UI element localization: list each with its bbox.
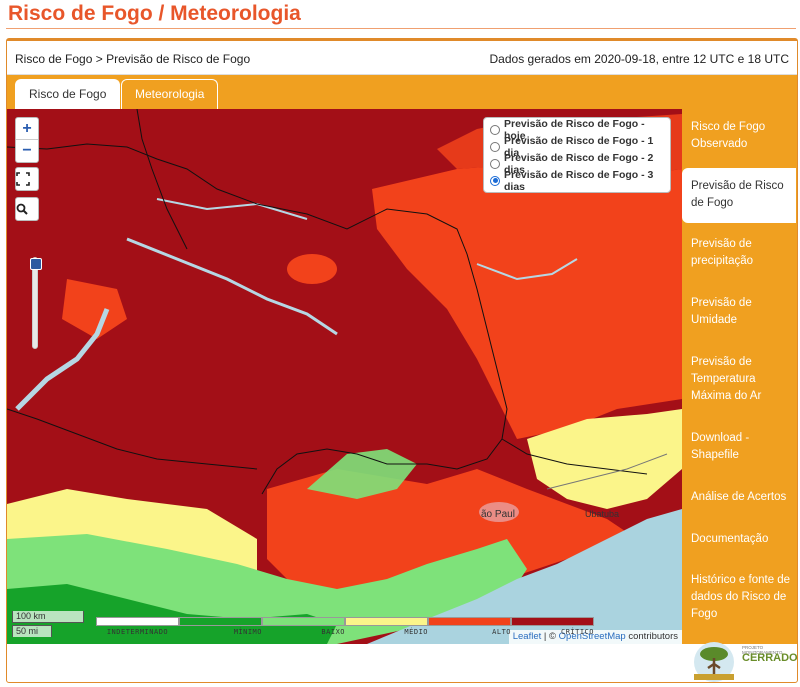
map-region-high-w — [62, 279, 127, 339]
sidebar-item-analise[interactable]: Análise de Acertos — [691, 491, 787, 503]
sidebar-item-previsao-risco[interactable]: Previsão de Risco de Fogo — [682, 168, 796, 223]
cerrado-tree-icon — [694, 642, 734, 682]
leaflet-link[interactable]: Leaflet — [512, 631, 542, 642]
zoom-out-button[interactable]: − — [22, 142, 32, 159]
layer-option-2-dias[interactable]: Previsão de Risco de Fogo - 2 dias — [490, 152, 664, 176]
breadcrumb: Risco de Fogo > Previsão de Risco de Fog… — [15, 52, 250, 66]
map-city-area — [479, 502, 519, 522]
search-icon — [16, 203, 28, 215]
layer-option-label: Previsão de Risco de Fogo - 1 dia — [504, 134, 654, 159]
opacity-slider-thumb[interactable] — [30, 258, 42, 270]
fire-risk-map[interactable]: ão Paul Ubatuba + − Previsão de Risco de… — [7, 109, 682, 644]
zoom-control: + − — [15, 117, 39, 163]
map-border-sp — [7, 143, 508, 495]
sidebar-item-historico[interactable]: Histórico e fonte de dados do Risco de F… — [691, 574, 791, 620]
map-region-minimum — [7, 584, 337, 644]
sidebar-item-umidade[interactable]: Previsão de Umidade — [691, 297, 752, 326]
osm-link[interactable]: OpenStreetMap — [558, 631, 626, 642]
layer-option-hoje[interactable]: Previsão de Risco de Fogo - hoje — [490, 118, 664, 142]
layer-option-3-dias[interactable]: Previsão de Risco de Fogo - 3 dias — [490, 169, 664, 193]
radio-selected-icon — [490, 175, 500, 186]
attribution-separator: | © — [541, 631, 559, 642]
map-region-high-ne — [372, 164, 682, 439]
legend-label-indeterminado: INDETERMINADO — [106, 628, 169, 636]
legend-swatch-alto — [428, 617, 511, 626]
panel-header: Risco de Fogo > Previsão de Risco de Fog… — [7, 41, 797, 75]
legend-label-alto: ALTO — [492, 628, 511, 636]
legend-swatch-indeterminado — [96, 617, 179, 626]
legend-label-critico: CRÍTICO — [560, 628, 594, 636]
legend-label-medio: MÉDIO — [404, 628, 428, 636]
tab-bar: Risco de Fogo Meteorologia — [7, 75, 797, 109]
logo-name: CERRADO — [742, 652, 798, 664]
map-river-tiete — [126, 237, 338, 336]
scale-mi: 50 mi — [12, 625, 52, 637]
radio-icon — [490, 141, 500, 152]
opacity-slider[interactable] — [30, 257, 42, 349]
legend-label-minimo: MÍNIMO — [233, 628, 262, 636]
cerrado-logo: PROJETO MONITORAMENTO CERRADO — [690, 638, 798, 684]
fullscreen-icon — [16, 172, 30, 186]
layer-option-label: Previsão de Risco de Fogo - hoje — [504, 117, 645, 142]
breadcrumb-separator: > — [95, 52, 103, 66]
map-label-sao-paulo: ão Paul — [481, 509, 515, 520]
layer-option-label: Previsão de Risco de Fogo - 2 dias — [504, 151, 654, 176]
fullscreen-button[interactable] — [15, 167, 39, 191]
layer-option-1-dia[interactable]: Previsão de Risco de Fogo - 1 dia — [490, 135, 664, 159]
sidebar-item-risco-observado[interactable]: Risco de Fogo Observado — [691, 121, 766, 150]
breadcrumb-current: Previsão de Risco de Fogo — [106, 52, 251, 66]
radio-icon — [490, 124, 500, 135]
page-title: Risco de Fogo / Meteorologia — [8, 2, 301, 25]
legend-swatch-critico — [511, 617, 594, 626]
title-divider — [6, 28, 796, 29]
sidebar-item-temperatura[interactable]: Previsão de Temperatura Máxima do Ar — [691, 356, 762, 402]
map-label-ubatuba: Ubatuba — [585, 509, 619, 519]
map-river-parana — [15, 308, 110, 411]
radio-icon — [490, 158, 500, 169]
map-border-pr — [7, 408, 258, 470]
scale-km: 100 km — [12, 611, 84, 623]
legend-swatch-baixo — [262, 617, 345, 626]
map-attribution: Leaflet | © OpenStreetMap contributors — [508, 630, 682, 644]
map-river-east — [476, 258, 578, 281]
tab-meteorologia[interactable]: Meteorologia — [121, 79, 219, 109]
map-ocean — [367, 509, 682, 644]
layer-selector: Previsão de Risco de Fogo - hoje Previsã… — [483, 117, 671, 193]
generated-timestamp: Dados gerados em 2020-09-18, entre 12 UT… — [489, 52, 790, 66]
legend-swatch-medio — [345, 617, 428, 626]
sidebar-item-documentacao[interactable]: Documentação — [691, 533, 769, 545]
legend-swatch-minimo — [179, 617, 262, 626]
logo-subtitle: PROJETO MONITORAMENTO — [742, 645, 783, 655]
map-region-low-patch — [307, 449, 417, 499]
map-region-high-blob — [287, 254, 337, 284]
map-road — [546, 453, 668, 490]
layer-option-label: Previsão de Risco de Fogo - 3 dias — [504, 168, 654, 193]
attribution-suffix: contributors — [625, 631, 678, 642]
sidebar-nav: Risco de Fogo Observado Previsão de Risc… — [682, 109, 797, 644]
map-river-grande — [156, 198, 308, 220]
tab-risco-de-fogo[interactable]: Risco de Fogo — [15, 79, 121, 109]
sidebar-item-download[interactable]: Download - Shapefile — [691, 432, 750, 461]
legend-label-baixo: BAIXO — [321, 628, 345, 636]
breadcrumb-root[interactable]: Risco de Fogo — [15, 52, 93, 66]
main-panel: Risco de Fogo > Previsão de Risco de Fog… — [6, 38, 798, 683]
search-button[interactable] — [15, 197, 39, 221]
map-region-high-s — [267, 469, 637, 609]
map-border-ms — [136, 109, 188, 250]
sidebar-item-precipitacao[interactable]: Previsão de precipitação — [691, 238, 754, 267]
zoom-in-button[interactable]: + — [16, 118, 38, 140]
